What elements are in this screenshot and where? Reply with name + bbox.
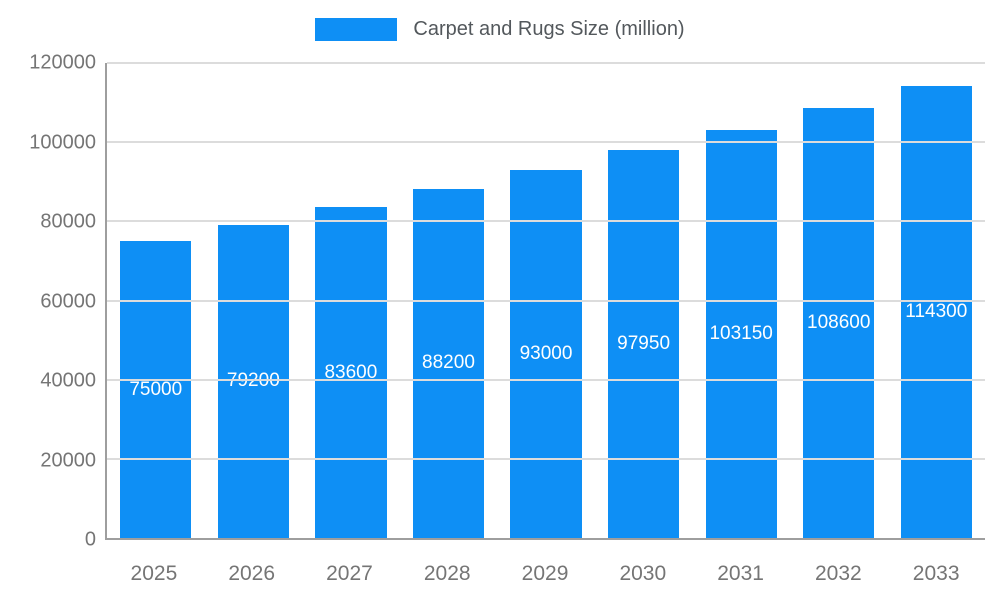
bar-slot: 75000: [107, 63, 205, 538]
y-tick-label: 80000: [40, 210, 96, 233]
y-tick-label: 100000: [29, 131, 96, 153]
bar-2029: 93000: [510, 169, 582, 538]
y-tick-label: 60000: [40, 290, 96, 312]
gridline: [107, 62, 985, 64]
bar-2026: 79200: [217, 224, 289, 538]
bar-slot: 79200: [205, 63, 303, 538]
legend-swatch: [315, 18, 398, 41]
bar-slot: 97950: [595, 63, 693, 538]
bar-2033: 114300: [900, 85, 972, 538]
bar-value-label: 114300: [905, 300, 968, 322]
x-tick-label: 2025: [130, 562, 178, 585]
bar-value-label: 83600: [324, 361, 378, 383]
x-tick-label: 2030: [619, 562, 667, 585]
gridline: [107, 457, 985, 460]
x-tick-label: 2031: [717, 562, 764, 585]
x-axis: 2025 2026 2027 2028 2029 2030 2031 2032 2033: [105, 562, 985, 586]
chart-legend: Carpet and Rugs Size (million): [0, 18, 1000, 41]
bar-2025: 75000: [120, 241, 192, 538]
y-tick-label: 120000: [29, 51, 96, 74]
bars-container: 75000 79200 83600 88200 93000 97950 103150 1086…: [107, 63, 985, 538]
bar-2032: 108600: [803, 108, 875, 538]
y-tick-label: 0: [84, 528, 96, 551]
legend-label: Carpet and Rugs Size (million): [413, 18, 685, 40]
bar-2030: 97950: [607, 150, 680, 538]
bar-value-label: 93000: [519, 342, 573, 364]
bar-value-label: 108600: [807, 312, 871, 334]
bar-value-label: 103150: [709, 322, 773, 344]
x-tick-label: 2028: [423, 562, 471, 585]
bar-value-label: 97950: [617, 333, 671, 355]
y-axis: 0 20000 40000 60000 80000 100000 120000: [0, 52, 96, 551]
bar-slot: 114300: [888, 63, 986, 538]
bar-slot: 88200: [400, 63, 498, 538]
gridline: [107, 220, 985, 223]
bar-value-label: 88200: [422, 352, 475, 374]
y-tick-label: 40000: [40, 369, 96, 392]
bar-value-label: 75000: [129, 378, 183, 400]
plot-area: 75000 79200 83600 88200 93000 97950 103150 1086…: [105, 62, 985, 540]
x-tick-label: 2027: [326, 562, 373, 585]
bar-value-label: 79200: [226, 370, 280, 392]
bar-2031: 103150: [705, 129, 777, 538]
bar-slot: 83600: [302, 63, 400, 538]
x-tick-label: 2033: [912, 562, 960, 585]
x-tick-label: 2026: [228, 562, 276, 585]
bar-slot: 103150: [692, 63, 790, 538]
gridline: [107, 141, 985, 144]
x-tick-label: 2029: [521, 562, 569, 585]
bar-slot: 93000: [497, 63, 595, 538]
gridline: [107, 299, 985, 302]
gridline: [107, 378, 985, 381]
y-tick-label: 20000: [40, 449, 96, 472]
bar-2028: 88200: [412, 188, 485, 538]
bar-slot: 108600: [790, 63, 888, 538]
x-tick-label: 2032: [815, 562, 862, 585]
bar-2027: 83600: [315, 207, 387, 538]
